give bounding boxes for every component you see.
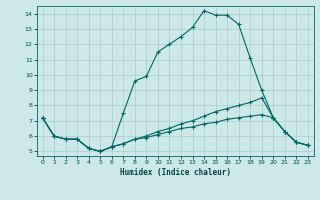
X-axis label: Humidex (Indice chaleur): Humidex (Indice chaleur) — [120, 168, 231, 177]
